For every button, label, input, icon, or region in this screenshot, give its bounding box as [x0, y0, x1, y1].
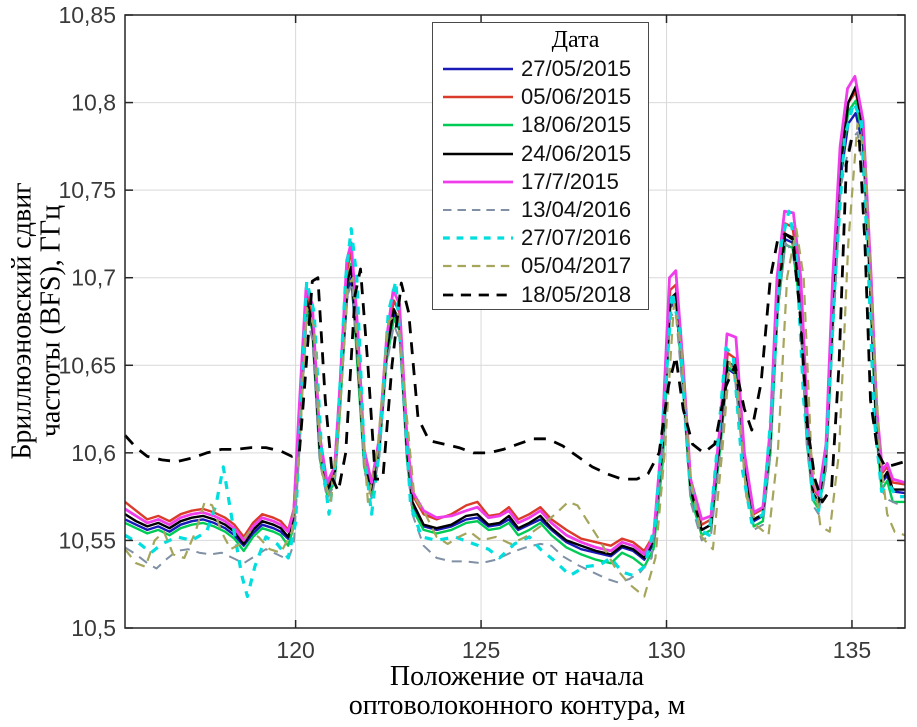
- legend-entry-label: 05/06/2015: [521, 84, 632, 110]
- legend-line-sample: [443, 124, 513, 127]
- legend-entry: 17/7/2015: [433, 168, 648, 196]
- legend-entry-label: 05/04/2017: [521, 253, 632, 279]
- y-axis-label-line1: Бриллюэновский сдвиг: [6, 182, 38, 460]
- y-tick-label: 10,8: [71, 90, 116, 116]
- legend-line-sample: [443, 209, 513, 212]
- series-line: [124, 122, 906, 598]
- y-tick-label: 10,65: [58, 352, 116, 378]
- legend-entry: 05/04/2017: [433, 252, 648, 280]
- legend-entry-label: 18/05/2018: [521, 281, 632, 307]
- legend-entry: 24/06/2015: [433, 140, 648, 168]
- series-line: [124, 100, 905, 599]
- x-tick-label: 135: [833, 637, 871, 663]
- legend-entry: 18/05/2018: [433, 281, 648, 309]
- legend: Дата 27/05/2015 05/06/2015 18/06/2015 24/06…: [432, 22, 649, 310]
- legend-entry-label: 24/06/2015: [521, 140, 632, 166]
- legend-entry-label: 27/05/2015: [521, 56, 632, 82]
- legend-line-sample: [443, 265, 513, 268]
- legend-entry-label: 27/07/2016: [521, 225, 632, 251]
- y-tick-label: 10,85: [58, 2, 116, 28]
- legend-rows: 27/05/2015 05/06/2015 18/06/2015 24/06/2015…: [433, 55, 648, 309]
- y-tick-label: 10,55: [58, 527, 116, 553]
- legend-entry: 27/05/2015: [433, 55, 648, 83]
- legend-line-sample: [443, 236, 513, 240]
- y-tick-label: 10,5: [71, 615, 116, 641]
- y-axis-label: Бриллюэновский сдвиг частоты (BFS), ГГц: [6, 182, 67, 460]
- x-axis-label-line1: Положение от начала: [389, 661, 645, 692]
- y-axis-label-line2: частоты (BFS), ГГц: [36, 204, 67, 438]
- legend-entry: 13/04/2016: [433, 196, 648, 224]
- series-line: [124, 74, 906, 556]
- axes-box: [124, 14, 906, 629]
- legend-entry: 05/06/2015: [433, 83, 648, 111]
- x-tick-label: 130: [647, 637, 685, 663]
- x-tick-label: 125: [462, 637, 500, 663]
- series-line: [124, 131, 905, 584]
- x-axis-label: Положение от начала оптоволоконного конт…: [349, 662, 686, 721]
- legend-entry-label: 17/7/2015: [521, 168, 619, 194]
- x-axis-label-line2: оптоволоконного контура, м: [348, 690, 686, 722]
- legend-entry: 27/07/2016: [433, 224, 648, 252]
- series-line: [123, 136, 906, 504]
- x-tick-label: 120: [276, 637, 314, 663]
- legend-line-sample: [443, 152, 513, 155]
- y-tick-label: 10,75: [58, 177, 116, 203]
- legend-entry: 18/06/2015: [433, 111, 648, 139]
- legend-entry-label: 13/04/2016: [521, 197, 632, 223]
- y-tick-label: 10,7: [71, 265, 116, 291]
- legend-entry-label: 18/06/2015: [521, 112, 632, 138]
- legend-line-sample: [443, 180, 513, 184]
- legend-line-sample: [443, 67, 513, 71]
- legend-line-sample: [443, 96, 513, 99]
- legend-title: Дата: [551, 27, 600, 53]
- legend-line-sample: [443, 293, 513, 296]
- y-tick-label: 10,6: [71, 440, 116, 466]
